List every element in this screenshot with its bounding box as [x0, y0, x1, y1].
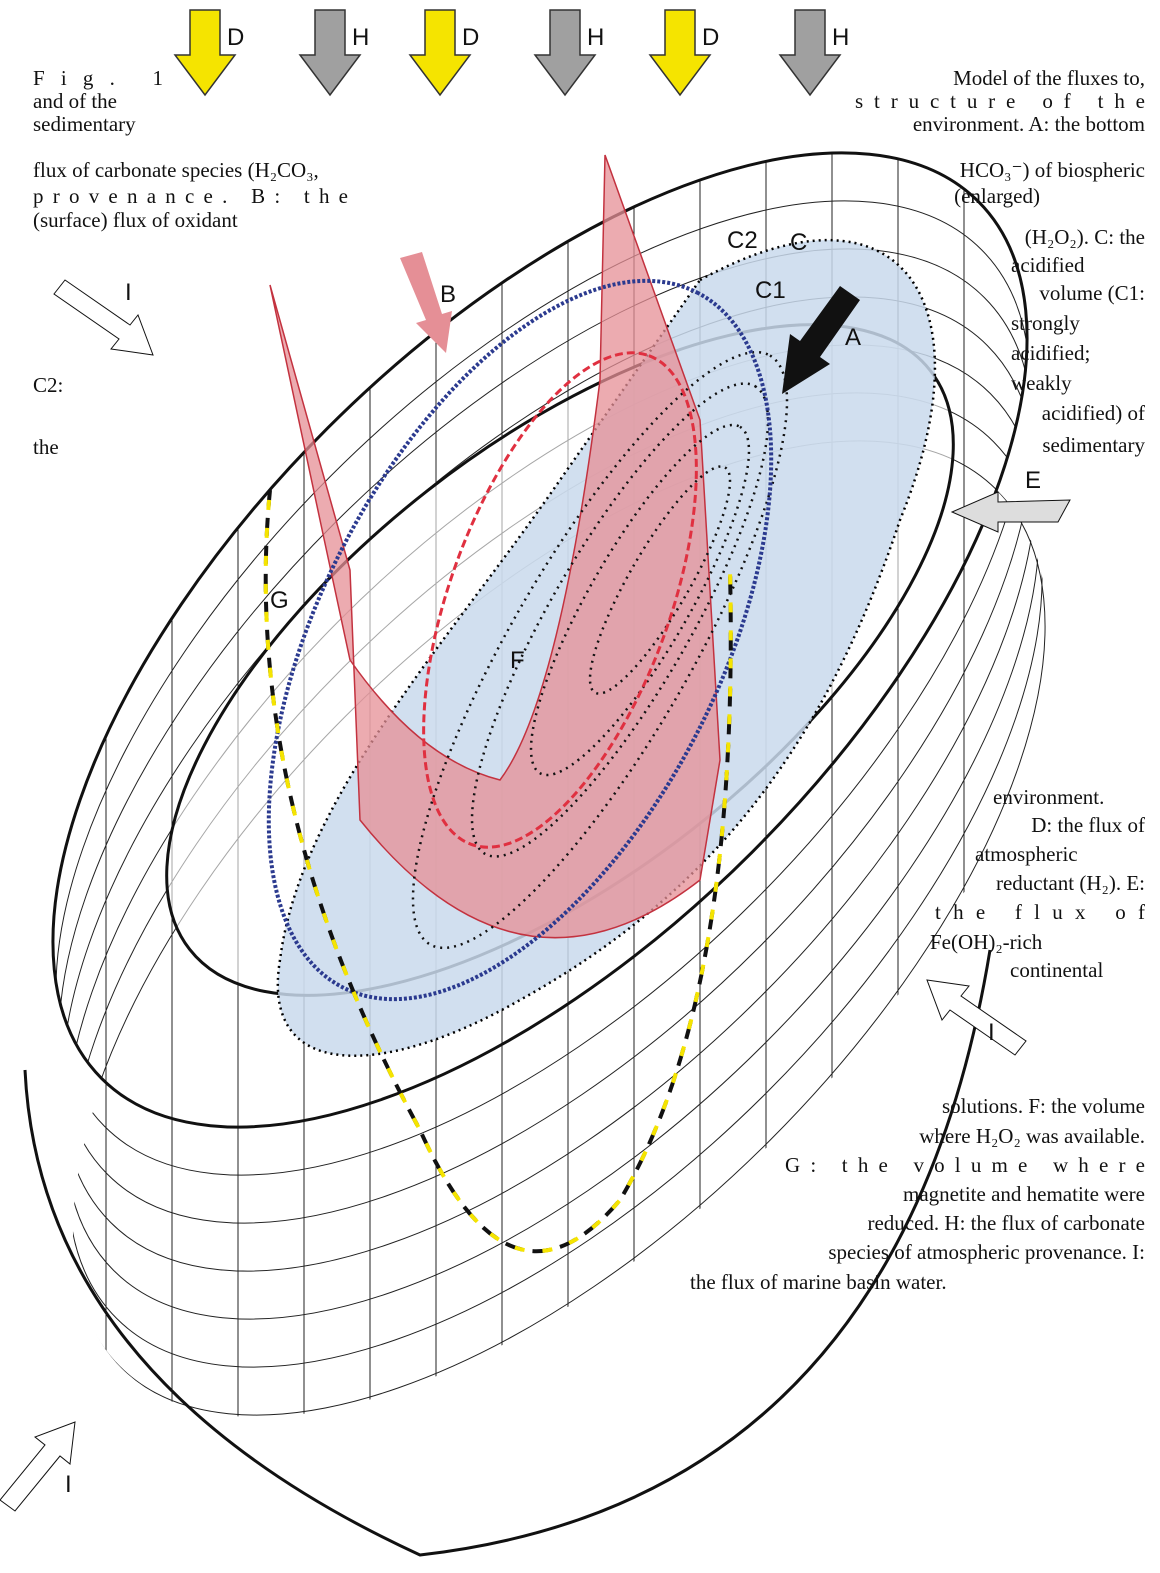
- caption-line: the: [33, 435, 59, 459]
- diagram: [0, 0, 1160, 1573]
- caption-line: species of atmospheric provenance. I:: [828, 1240, 1145, 1264]
- caption-line: magnetite and hematite were: [903, 1182, 1145, 1206]
- flux-arrow: [175, 10, 235, 95]
- caption-line: sedimentary: [1042, 433, 1145, 457]
- caption-line: structure of the: [855, 89, 1145, 113]
- region-label: C: [790, 229, 807, 256]
- caption-line: sedimentary: [33, 112, 136, 136]
- arrow-i: [54, 280, 153, 355]
- arrow-i: [0, 1422, 75, 1511]
- caption-line: Fe(OH)₂-rich: [930, 930, 1043, 954]
- region-label: I: [65, 1471, 72, 1498]
- figure: DHDHDHABCC1C2EFGIIIFig. 1and of thesedim…: [0, 0, 1160, 1573]
- arrow-i: [927, 980, 1026, 1055]
- region-label: A: [845, 324, 861, 351]
- arrow-label: H: [832, 24, 849, 51]
- caption-line: reductant (H₂). E:: [996, 871, 1145, 895]
- arrow-label: D: [702, 24, 719, 51]
- arrow-label: D: [462, 24, 479, 51]
- caption-line: strongly: [1011, 311, 1080, 335]
- flux-arrow: [300, 10, 360, 95]
- caption-line: Fig. 1: [33, 66, 163, 90]
- caption-line: C2:: [33, 373, 63, 397]
- caption-line: reduced. H: the flux of carbonate: [867, 1211, 1145, 1235]
- caption-line: (enlarged): [954, 184, 1040, 208]
- region-label: C2: [727, 227, 758, 254]
- caption-line: acidified) of: [1042, 401, 1145, 425]
- region-label: I: [988, 1019, 995, 1046]
- caption-line: volume (C1:: [1039, 281, 1145, 305]
- region-label: E: [1025, 467, 1041, 494]
- caption-line: acidified;: [1011, 341, 1090, 365]
- region-label: F: [510, 647, 525, 674]
- caption-line: atmospheric: [975, 842, 1078, 866]
- caption-line: acidified: [1011, 253, 1085, 277]
- arrow-e: [952, 492, 1070, 532]
- flux-arrow: [650, 10, 710, 95]
- caption-line: the flux of: [935, 900, 1145, 924]
- arrow-label: H: [587, 24, 604, 51]
- arrow-label: H: [352, 24, 369, 51]
- caption-line: and of the: [33, 89, 117, 113]
- caption-line: flux of carbonate species (H₂CO₃,: [33, 158, 319, 182]
- caption-line: environment. A: the bottom: [913, 112, 1145, 136]
- flux-arrow: [410, 10, 470, 95]
- caption-line: (surface) flux of oxidant: [33, 208, 238, 232]
- caption-line: (H₂O₂). C: the: [1025, 225, 1145, 249]
- caption-line: solutions. F: the volume: [942, 1094, 1145, 1118]
- caption-line: provenance. B: the: [33, 184, 348, 208]
- caption-line: HCO₃⁻) of biospheric: [960, 158, 1145, 182]
- region-label: C1: [755, 277, 786, 304]
- region-label: G: [270, 587, 289, 614]
- flux-arrow: [780, 10, 840, 95]
- caption-line: G: the volume where: [785, 1153, 1145, 1177]
- caption-line: where H₂O₂ was available.: [919, 1124, 1145, 1148]
- flux-arrow: [535, 10, 595, 95]
- caption-line: weakly: [1011, 371, 1072, 395]
- arrow-label: D: [227, 24, 244, 51]
- caption-line: Model of the fluxes to,: [953, 66, 1145, 90]
- caption-line: continental: [1010, 958, 1103, 982]
- region-label: B: [440, 281, 456, 308]
- caption-line: D: the flux of: [1031, 813, 1145, 837]
- caption-line: environment.: [993, 785, 1104, 809]
- region-label: I: [125, 279, 132, 306]
- caption-line: the flux of marine basin water.: [690, 1270, 947, 1294]
